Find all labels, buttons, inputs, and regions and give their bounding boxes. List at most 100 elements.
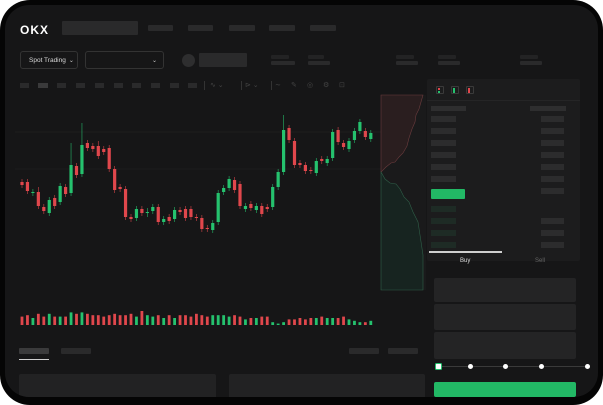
orderbook-header-amount xyxy=(530,106,566,111)
interval-button[interactable] xyxy=(151,83,160,88)
volume-bar xyxy=(363,322,367,325)
volume-bar xyxy=(336,318,340,325)
slider-step[interactable] xyxy=(468,364,473,369)
nav-item[interactable] xyxy=(188,25,213,31)
tab-open-orders[interactable] xyxy=(19,348,49,354)
price-input[interactable] xyxy=(434,278,576,302)
ask-amount xyxy=(541,164,564,170)
volume-bar xyxy=(64,316,67,325)
orderbook-sell-icon[interactable] xyxy=(466,86,474,94)
nav-item[interactable] xyxy=(229,25,255,31)
volume-bar xyxy=(331,318,335,325)
total-input[interactable] xyxy=(434,332,576,359)
candle xyxy=(36,192,40,206)
line-tool-icon[interactable]: ∼ xyxy=(275,82,281,89)
volume-bar xyxy=(304,319,307,325)
buy-button[interactable] xyxy=(434,382,576,397)
volume-bar xyxy=(135,316,138,325)
candle xyxy=(282,130,286,172)
pair-selector[interactable]: ⌄ xyxy=(85,51,164,69)
slider-step[interactable] xyxy=(539,364,544,369)
filter-button[interactable] xyxy=(349,348,379,354)
ask-price xyxy=(431,164,456,170)
candle xyxy=(167,217,171,221)
app-screen: OKX Spot Trading ⌄ ⌄ ∿ ⌄ ⊳ ⌄ ∼ ✎ ◎ ⚙ ⊡ xyxy=(5,5,598,397)
pencil-icon[interactable]: ✎ xyxy=(291,82,297,89)
depth-bids-area xyxy=(380,170,424,291)
tab-history[interactable] xyxy=(61,348,91,354)
interval-button[interactable] xyxy=(114,83,123,88)
volume-bar xyxy=(287,319,291,325)
sell-tab[interactable]: Sell xyxy=(535,258,546,264)
ask-price xyxy=(431,128,456,134)
volume-bar xyxy=(254,318,258,325)
volume-bar xyxy=(238,316,242,325)
volume-bar xyxy=(156,315,160,325)
candlestick-chart[interactable] xyxy=(5,5,598,397)
leverage-slider-track[interactable] xyxy=(439,366,588,367)
ask-price xyxy=(431,140,456,146)
candle xyxy=(47,200,51,213)
interval-button[interactable] xyxy=(188,83,197,88)
search-placeholder[interactable] xyxy=(62,21,138,35)
nav-item[interactable] xyxy=(310,25,336,31)
filter-button[interactable] xyxy=(388,348,418,354)
okx-logo[interactable]: OKX xyxy=(20,23,50,37)
ask-amount xyxy=(541,188,564,194)
candle xyxy=(80,145,84,174)
amount-input[interactable] xyxy=(434,304,576,330)
volume-bar xyxy=(173,318,176,325)
volume-bar xyxy=(309,318,313,325)
volume-bar xyxy=(216,315,220,325)
coin-icon xyxy=(182,54,195,67)
candle xyxy=(91,146,95,149)
volume-bar xyxy=(320,316,324,325)
candle xyxy=(189,209,193,217)
interval-button[interactable] xyxy=(170,83,179,88)
volume-bar xyxy=(53,316,57,325)
depth-chart xyxy=(380,94,426,291)
volume-bar xyxy=(282,322,285,325)
volume-bar xyxy=(314,318,318,325)
ask-amount xyxy=(541,116,564,122)
candle xyxy=(183,209,188,218)
bid-amount xyxy=(541,242,564,248)
fullscreen-icon[interactable]: ⊡ xyxy=(339,82,345,89)
volume-bar xyxy=(233,315,236,325)
candle xyxy=(363,131,367,137)
volume-bar xyxy=(145,315,149,325)
volume-bar xyxy=(276,323,280,325)
spot-trading-button[interactable]: Spot Trading ⌄ xyxy=(20,51,78,69)
candle xyxy=(96,146,100,156)
ask-price xyxy=(431,152,456,158)
volume-bar xyxy=(358,322,362,325)
volume-bar xyxy=(113,313,117,325)
buy-tab[interactable]: Buy xyxy=(460,258,471,264)
nav-item[interactable] xyxy=(269,25,295,31)
indicator-icon[interactable]: ∿ ⌄ xyxy=(210,82,224,89)
candle xyxy=(222,188,226,192)
active-tab-underline xyxy=(19,359,49,360)
slider-step[interactable] xyxy=(585,364,590,369)
slider-step[interactable] xyxy=(503,364,508,369)
leverage-slider-handle[interactable] xyxy=(435,363,442,370)
orderbook-both-icon[interactable] xyxy=(436,86,444,94)
interval-button-active[interactable] xyxy=(38,83,48,88)
chart-type-icon[interactable]: ⊳ ⌄ xyxy=(245,82,259,89)
nav-item[interactable] xyxy=(148,25,173,31)
volume-bar xyxy=(347,319,351,325)
bid-amount xyxy=(541,218,564,224)
orderbook-buy-icon[interactable] xyxy=(451,86,459,94)
candle xyxy=(194,217,198,218)
settings-icon[interactable]: ⚙ xyxy=(323,82,330,89)
interval-button[interactable] xyxy=(95,83,104,88)
candle xyxy=(265,207,269,209)
interval-button[interactable] xyxy=(76,83,85,88)
volume-bar xyxy=(211,315,215,325)
bid-price xyxy=(431,218,456,224)
interval-button[interactable] xyxy=(57,83,66,88)
candle xyxy=(298,163,302,165)
camera-icon[interactable]: ◎ xyxy=(307,82,314,89)
interval-button[interactable] xyxy=(20,83,29,88)
interval-button[interactable] xyxy=(132,83,141,88)
